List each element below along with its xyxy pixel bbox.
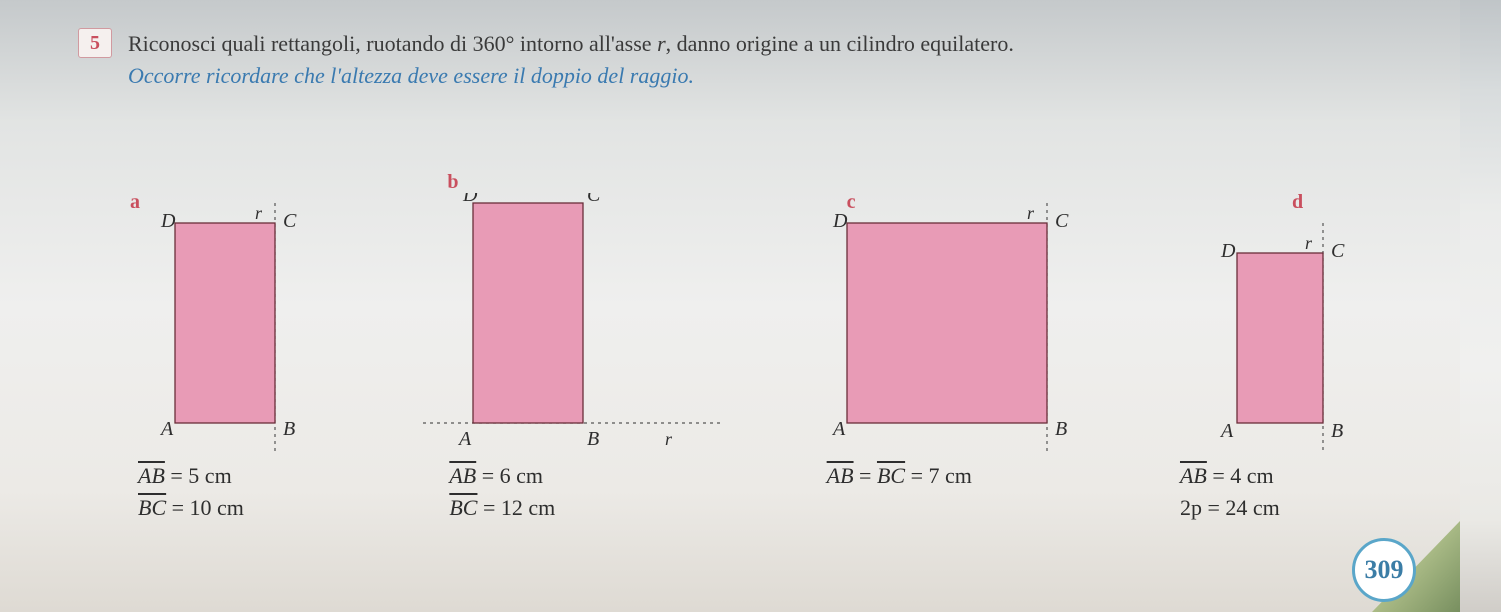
figure-b: b D C A B r <box>413 193 733 458</box>
vertex-a: A <box>457 428 472 450</box>
figure-b-label: b <box>447 171 458 194</box>
seg-bc: BC <box>877 463 905 488</box>
seg-bc: BC <box>449 495 477 520</box>
figure-c-diagram: D C A B r <box>817 203 1097 458</box>
exercise-prompt: Riconosci quali rettangoli, ruotando di … <box>128 28 1400 92</box>
vertex-c: C <box>587 193 601 206</box>
measurements-d: AB = 4 cm 2p = 24 cm <box>1180 460 1390 524</box>
vertex-d: D <box>832 210 848 232</box>
val-ab: = 4 cm <box>1212 463 1273 488</box>
seg-ab: AB <box>449 463 476 488</box>
exercise-number-badge: 5 <box>78 28 112 58</box>
figure-d-diagram: D C A B r <box>1185 203 1385 458</box>
vertex-d: D <box>1220 240 1236 262</box>
prompt-text-a: Riconosci quali rettangoli, ruotando di … <box>128 31 657 56</box>
figure-a-diagram: D C A B r <box>135 203 325 458</box>
val-bc: = 10 cm <box>172 495 244 520</box>
prompt-variable-r: r <box>657 31 666 56</box>
measurements-b: AB = 6 cm BC = 12 cm <box>413 460 733 524</box>
val: = 7 cm <box>905 463 972 488</box>
vertex-c: C <box>1055 210 1069 232</box>
measurements-row: AB = 5 cm BC = 10 cm AB = 6 cm BC = 12 c… <box>120 460 1390 524</box>
vertex-b: B <box>283 418 295 440</box>
axis-r-label: r <box>255 203 263 223</box>
val-ab: = 6 cm <box>482 463 543 488</box>
prompt-hint: Occorre ricordare che l'altezza deve ess… <box>128 63 694 88</box>
seg-ab: AB <box>827 463 854 488</box>
figure-c: c D C A B r <box>807 203 1107 458</box>
vertex-a: A <box>159 418 174 440</box>
exercise-page: 5 Riconosci quali rettangoli, ruotando d… <box>0 0 1460 612</box>
seg-ab: AB <box>1180 463 1207 488</box>
measurements-a: AB = 5 cm BC = 10 cm <box>120 460 340 524</box>
vertex-d: D <box>160 210 176 232</box>
figure-d: d D C A B r <box>1180 203 1390 458</box>
axis-r-label: r <box>1027 203 1035 223</box>
axis-r-label: r <box>1305 233 1313 253</box>
prompt-text-b: , danno origine a un cilindro equilatero… <box>666 31 1014 56</box>
seg-ab: AB <box>138 463 165 488</box>
vertex-b: B <box>587 428 599 450</box>
figure-b-diagram: D C A B r <box>413 193 733 458</box>
vertex-a: A <box>1219 420 1234 442</box>
vertex-c: C <box>283 210 297 232</box>
axis-r-label: r <box>665 429 673 449</box>
vertex-c: C <box>1331 240 1345 262</box>
eq1: = <box>854 463 877 488</box>
vertex-b: B <box>1331 420 1343 442</box>
vertex-d: D <box>462 193 478 206</box>
vertex-b: B <box>1055 418 1067 440</box>
page-number-badge: 309 <box>1352 538 1416 602</box>
figure-a: a D C A B r <box>120 203 340 458</box>
seg-bc: BC <box>138 495 166 520</box>
figures-row: a D C A B r b D <box>120 128 1390 458</box>
val-bc: = 12 cm <box>483 495 555 520</box>
val-ab: = 5 cm <box>170 463 231 488</box>
perimeter: 2p = 24 cm <box>1180 495 1280 520</box>
vertex-a: A <box>831 418 846 440</box>
measurements-c: AB = BC = 7 cm <box>807 460 1107 524</box>
